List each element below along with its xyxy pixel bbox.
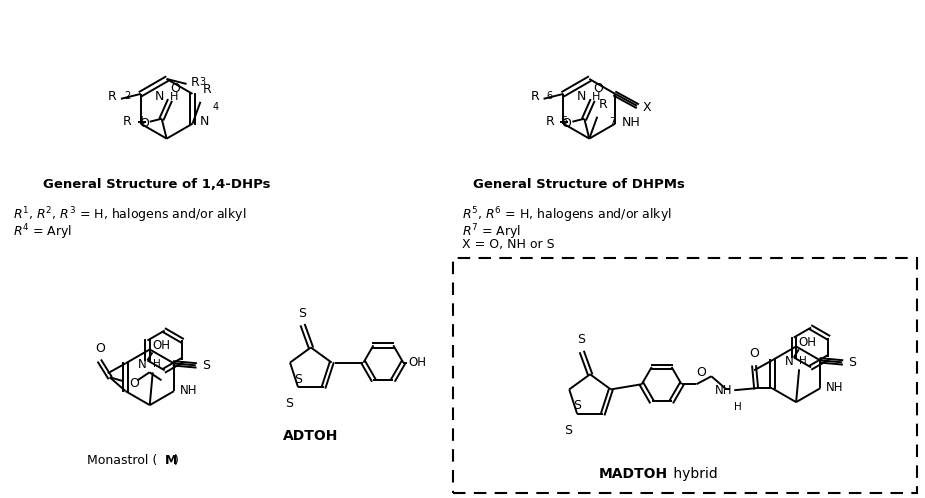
Text: S: S: [298, 307, 306, 320]
Text: O: O: [139, 117, 149, 130]
Text: $R^1$, $R^2$, $R^3$ = H, halogens and/or alkyl: $R^1$, $R^2$, $R^3$ = H, halogens and/or…: [13, 205, 246, 225]
Text: NH: NH: [826, 381, 844, 394]
Text: O: O: [170, 82, 180, 95]
Text: OH: OH: [799, 337, 817, 350]
Text: 7: 7: [610, 117, 615, 127]
Text: R: R: [599, 98, 608, 111]
Text: R: R: [123, 115, 132, 128]
Text: 6: 6: [547, 91, 552, 101]
Text: MADTOH: MADTOH: [599, 467, 669, 481]
Text: 2: 2: [124, 91, 130, 101]
Text: S: S: [294, 373, 302, 385]
Text: 3: 3: [200, 77, 205, 87]
Text: N: N: [154, 90, 164, 104]
Text: N: N: [784, 355, 793, 368]
Text: $R^7$ = Aryl: $R^7$ = Aryl: [462, 222, 522, 242]
Text: S: S: [577, 334, 586, 347]
Text: hybrid: hybrid: [669, 467, 718, 481]
Text: 5: 5: [561, 116, 568, 126]
Text: OH: OH: [408, 356, 426, 369]
Text: H: H: [592, 92, 600, 102]
Text: N: N: [577, 90, 586, 104]
Text: O: O: [749, 348, 759, 361]
Text: S: S: [285, 397, 293, 410]
Text: OH: OH: [153, 340, 170, 353]
Text: S: S: [848, 356, 856, 369]
Text: R: R: [108, 90, 117, 104]
Text: O: O: [593, 82, 603, 95]
Bar: [453, 258, 918, 493]
Text: N: N: [138, 358, 147, 371]
Text: R: R: [546, 115, 554, 128]
Text: NH: NH: [179, 383, 197, 397]
Text: General Structure of 1,4-DHPs: General Structure of 1,4-DHPs: [43, 178, 270, 191]
Text: O: O: [95, 343, 105, 356]
Text: General Structure of DHPMs: General Structure of DHPMs: [474, 178, 685, 191]
Text: H: H: [734, 402, 742, 412]
Text: S: S: [564, 424, 573, 437]
Text: ADTOH: ADTOH: [283, 429, 339, 443]
Text: H: H: [169, 92, 178, 102]
Text: R: R: [191, 76, 199, 90]
Text: H: H: [799, 357, 807, 367]
Text: R: R: [531, 90, 539, 104]
Text: O: O: [561, 117, 572, 130]
Text: Monastrol (: Monastrol (: [87, 454, 157, 467]
Text: X = O, NH or S: X = O, NH or S: [462, 238, 555, 251]
Text: 4: 4: [213, 102, 218, 112]
Text: NH: NH: [715, 383, 733, 397]
Text: S: S: [574, 399, 581, 412]
Text: O: O: [697, 366, 707, 379]
Text: N: N: [200, 115, 209, 128]
Text: $R^5$, $R^6$ = H, halogens and/or alkyl: $R^5$, $R^6$ = H, halogens and/or alkyl: [462, 205, 672, 225]
Text: ): ): [174, 454, 179, 467]
Text: NH: NH: [623, 116, 641, 129]
Text: R: R: [203, 83, 211, 96]
Text: $R^4$ = Aryl: $R^4$ = Aryl: [13, 222, 72, 242]
Text: 1: 1: [139, 116, 145, 126]
Text: X: X: [643, 101, 651, 115]
Text: M: M: [165, 454, 177, 467]
Text: H: H: [153, 360, 161, 370]
Text: O: O: [130, 377, 140, 390]
Text: S: S: [202, 359, 210, 372]
